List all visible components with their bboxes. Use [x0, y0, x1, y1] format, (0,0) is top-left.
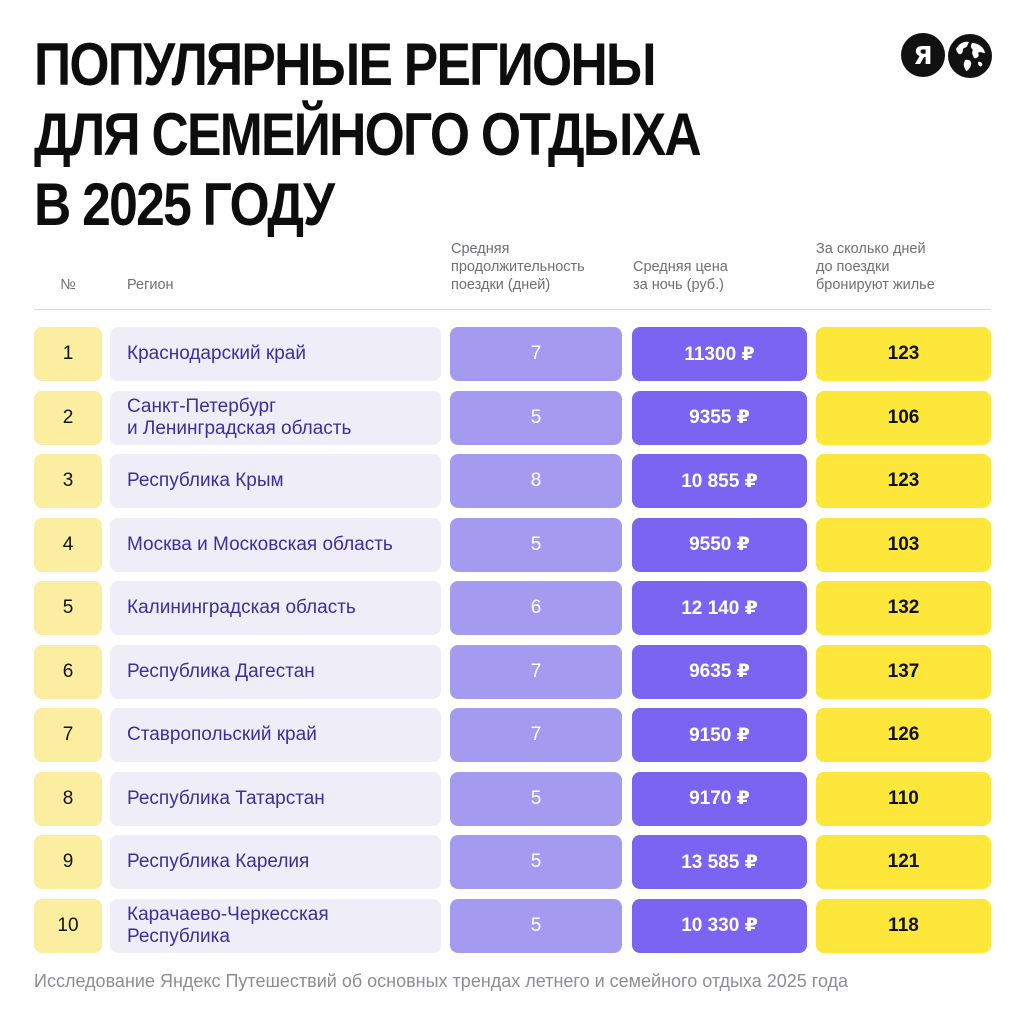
region-line: Санкт-Петербург: [127, 395, 277, 417]
header-number: №: [34, 276, 102, 294]
price-cell: 12 140 ₽: [632, 581, 807, 635]
region-cell: Санкт-Петербург и Ленинградская область: [110, 390, 441, 445]
header-line: За сколько дней: [816, 241, 926, 257]
region-line: Республика Крым: [127, 470, 284, 491]
region-cell: Калининградская область: [110, 581, 441, 635]
region-cell: Краснодарский край: [110, 327, 441, 381]
region-cell: Москва и Московская область: [110, 517, 441, 572]
source-footnote: Исследование Яндекс Путешествий об основ…: [34, 971, 849, 991]
booking-cell: 123: [816, 454, 991, 508]
table-row: 1 Краснодарский край 7 11300 ₽ 123: [34, 327, 991, 381]
booking-cell: 118: [816, 898, 991, 953]
booking-cell: 126: [816, 708, 991, 762]
table-row: 9 Республика Карелия 5 13 585 ₽ 121: [34, 835, 991, 889]
header-price: Средняя цена за ночь (руб.): [633, 258, 803, 294]
duration-cell: 5: [450, 390, 622, 445]
header-region: Регион: [127, 276, 174, 294]
region-line: Республика: [127, 925, 230, 947]
price-cell: 9170 ₽: [632, 771, 807, 826]
table-body: 1 Краснодарский край 7 11300 ₽ 123 2 Сан…: [34, 327, 991, 962]
header-duration: Средняя продолжительность поездки (дней): [451, 240, 621, 294]
table-row: 5 Калининградская область 6 12 140 ₽ 132: [34, 581, 991, 635]
booking-cell: 110: [816, 771, 991, 826]
price-cell: 9550 ₽: [632, 517, 807, 572]
title-line: В 2025 ГОДУ: [34, 171, 335, 238]
duration-cell: 8: [450, 454, 622, 508]
region-line: Республика Татарстан: [127, 787, 325, 809]
table-row: 7 Ставропольский край 7 9150 ₽ 126: [34, 708, 991, 762]
rank-cell: 5: [34, 581, 102, 635]
region-line: Ставропольский край: [127, 724, 317, 745]
booking-cell: 123: [816, 327, 991, 381]
header-booking: За сколько дней до поездки бронируют жил…: [816, 240, 991, 294]
booking-cell: 121: [816, 835, 991, 889]
region-line: Республика Карелия: [127, 851, 310, 872]
duration-cell: 7: [450, 708, 622, 762]
duration-cell: 5: [450, 517, 622, 572]
duration-cell: 5: [450, 835, 622, 889]
price-cell: 9150 ₽: [632, 708, 807, 762]
region-line: Москва и Московская область: [127, 533, 393, 555]
price-cell: 9355 ₽: [632, 390, 807, 445]
price-cell: 10 330 ₽: [632, 898, 807, 953]
table-row: 3 Республика Крым 8 10 855 ₽ 123: [34, 454, 991, 508]
rank-cell: 1: [34, 327, 102, 381]
price-cell: 9635 ₽: [632, 644, 807, 699]
region-cell: Республика Карелия: [110, 835, 441, 889]
header-line: №: [60, 277, 76, 293]
price-cell: 11300 ₽: [632, 327, 807, 381]
brand-logo: Я: [901, 33, 993, 79]
region-line: Калининградская область: [127, 597, 356, 618]
rank-cell: 8: [34, 771, 102, 826]
region-line: Краснодарский край: [127, 343, 306, 364]
header-line: поездки (дней): [451, 277, 551, 293]
region-cell: Республика Татарстан: [110, 771, 441, 826]
header-line: бронируют жилье: [816, 277, 935, 293]
region-cell: Карачаево-Черкесская Республика: [110, 898, 441, 953]
globe-icon: [948, 34, 992, 78]
header-line: за ночь (руб.): [633, 277, 724, 293]
price-cell: 10 855 ₽: [632, 454, 807, 508]
rank-cell: 9: [34, 835, 102, 889]
region-line: и Ленинградская область: [127, 417, 352, 439]
region-line: Республика Дагестан: [127, 660, 315, 682]
price-cell: 13 585 ₽: [632, 835, 807, 889]
table-row: 6 Республика Дагестан 7 9635 ₽ 137: [34, 644, 991, 699]
duration-cell: 6: [450, 581, 622, 635]
rank-cell: 6: [34, 644, 102, 699]
region-cell: Республика Крым: [110, 454, 441, 508]
duration-cell: 5: [450, 771, 622, 826]
table-row: 10 Карачаево-Черкесская Республика 5 10 3…: [34, 898, 991, 953]
table-row: 8 Республика Татарстан 5 9170 ₽ 110: [34, 771, 991, 826]
booking-cell: 106: [816, 390, 991, 445]
yandex-logo-icon: Я: [901, 33, 945, 77]
header-line: Регион: [127, 277, 174, 293]
duration-cell: 5: [450, 898, 622, 953]
booking-cell: 103: [816, 517, 991, 572]
region-cell: Ставропольский край: [110, 708, 441, 762]
duration-cell: 7: [450, 327, 622, 381]
header-divider: [34, 309, 991, 310]
title-line: ДЛЯ СЕМЕЙНОГО ОТДЫХА: [34, 101, 702, 168]
header-line: Средняя цена: [633, 259, 728, 275]
rank-cell: 2: [34, 390, 102, 445]
region-cell: Республика Дагестан: [110, 644, 441, 699]
duration-cell: 7: [450, 644, 622, 699]
table-header: № Регион Средняя продолжительность поезд…: [34, 238, 991, 308]
header-line: до поездки: [816, 259, 890, 275]
title-line: ПОПУЛЯРНЫЕ РЕГИОНЫ: [34, 31, 657, 98]
header-line: Средняя: [451, 241, 510, 257]
booking-cell: 137: [816, 644, 991, 699]
rank-cell: 4: [34, 517, 102, 572]
table-row: 4 Москва и Московская область 5 9550 ₽ 1…: [34, 517, 991, 572]
table-row: 2 Санкт-Петербург и Ленинградская область…: [34, 390, 991, 445]
region-line: Карачаево-Черкесская: [127, 903, 329, 925]
rank-cell: 7: [34, 708, 102, 762]
page-title: ПОПУЛЯРНЫЕ РЕГИОНЫ ДЛЯ СЕМЕЙНОГО ОТДЫХА …: [34, 30, 702, 240]
rank-cell: 10: [34, 898, 102, 953]
header-line: продолжительность: [451, 259, 585, 275]
rank-cell: 3: [34, 454, 102, 508]
booking-cell: 132: [816, 581, 991, 635]
